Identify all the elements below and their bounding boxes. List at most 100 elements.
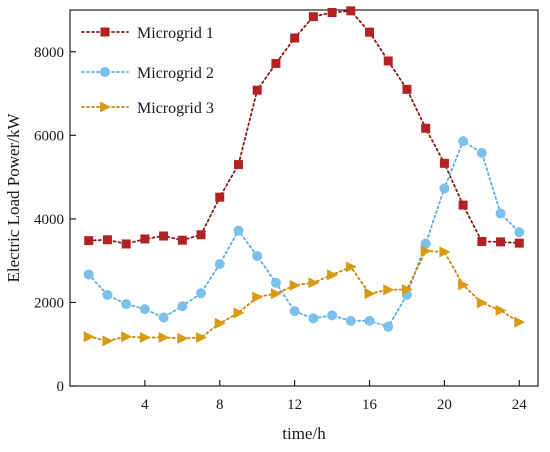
series-3-point	[102, 335, 114, 347]
y-tick-label: 4000	[34, 212, 64, 228]
series-1-point	[327, 8, 337, 18]
series-1-point	[383, 56, 393, 66]
series-2-point	[121, 299, 132, 310]
x-axis-ticks: 4 8 12 16 20 24	[141, 380, 527, 413]
series-3-point	[158, 332, 170, 344]
series-1-point	[84, 236, 94, 246]
x-tick-label: 4	[141, 397, 149, 413]
series-1-point	[365, 27, 375, 37]
series-3-point	[121, 331, 133, 343]
series-1-point	[121, 239, 131, 249]
series-1-point	[196, 230, 206, 240]
legend-label: Microgrid 1	[137, 25, 214, 42]
series-1-point	[496, 237, 506, 247]
legend-item-2: Microgrid 2	[81, 65, 214, 82]
x-axis-title: time/h	[282, 424, 326, 443]
series-1-point	[159, 231, 169, 241]
series-3-point	[139, 332, 151, 344]
series-2-point	[420, 238, 431, 249]
series-1-point	[514, 238, 524, 248]
series-1	[84, 6, 524, 249]
series-3-point	[420, 245, 432, 257]
series-3-point	[495, 304, 507, 316]
series-1-point	[458, 200, 468, 210]
series-2-point	[345, 315, 356, 326]
series-3-point	[439, 246, 451, 258]
series-1-point	[102, 235, 112, 245]
legend-marker	[100, 27, 110, 37]
series-1-point	[215, 192, 225, 202]
series-2-point	[102, 289, 113, 300]
series-1-point	[290, 33, 300, 43]
y-tick-label: 0	[57, 379, 65, 395]
series-3-point	[327, 269, 339, 281]
series-2-point	[289, 306, 300, 317]
series-layer	[83, 6, 526, 347]
legend-marker	[100, 67, 110, 77]
series-2-point	[177, 301, 188, 312]
series-1-point	[439, 158, 449, 168]
legend-item-1: Microgrid 1	[81, 25, 214, 42]
series-1-point	[346, 6, 356, 16]
series-3-point	[401, 283, 413, 295]
series-3	[83, 245, 526, 347]
series-2-point	[233, 225, 244, 236]
x-tick-label: 16	[362, 397, 378, 413]
series-1-point	[308, 12, 318, 22]
x-tick-label: 12	[287, 397, 302, 413]
legend-item-3: Microgrid 3	[81, 100, 214, 117]
series-2-point	[139, 304, 150, 315]
series-2-point	[270, 277, 281, 288]
x-tick-label: 24	[512, 397, 528, 413]
series-3-point	[383, 284, 395, 296]
series-3-point	[458, 279, 470, 291]
legend: Microgrid 1 Microgrid 2 Microgrid 3	[81, 25, 214, 117]
series-2-point	[327, 310, 338, 321]
series-2-point	[364, 315, 375, 326]
series-3-point	[83, 331, 95, 343]
series-1-point	[421, 123, 431, 133]
series-3-point	[364, 288, 376, 300]
series-2-point	[252, 251, 263, 262]
series-2-point	[383, 321, 394, 332]
series-3-point	[270, 288, 282, 300]
series-1-point	[477, 236, 487, 246]
y-axis-ticks: 0 2000 4000 6000 8000	[34, 45, 76, 395]
series-1-point	[271, 58, 281, 68]
y-tick-label: 6000	[34, 128, 64, 144]
series-3-point	[308, 277, 320, 289]
series-2-point	[214, 259, 225, 270]
series-3-point	[476, 297, 488, 309]
series-3-line	[87, 250, 521, 342]
series-2-point	[514, 227, 525, 238]
series-2-point	[495, 208, 506, 219]
series-3-point	[514, 316, 526, 328]
series-1-point	[177, 235, 187, 245]
series-3-point	[177, 332, 189, 344]
y-tick-label: 2000	[34, 295, 64, 311]
series-1-point	[402, 84, 412, 94]
series-2-point	[458, 136, 469, 147]
series-2-point	[83, 269, 94, 280]
series-2-point	[476, 147, 487, 158]
series-2-point	[158, 312, 169, 323]
legend-marker	[100, 101, 111, 113]
series-1-point	[252, 85, 262, 95]
series-3-point	[345, 261, 357, 273]
series-3-point	[252, 291, 264, 303]
legend-label: Microgrid 2	[137, 65, 214, 82]
y-axis-title: Electric Load Power/kW	[4, 113, 23, 283]
series-3-point	[214, 317, 226, 329]
series-2-point	[439, 183, 450, 194]
y-tick-label: 8000	[34, 45, 64, 61]
series-1-point	[233, 160, 243, 170]
series-2-point	[196, 288, 207, 299]
plot-frame	[69, 9, 539, 387]
series-3-point	[196, 332, 208, 344]
series-2	[83, 136, 525, 332]
legend-label: Microgrid 3	[137, 100, 214, 117]
x-tick-label: 20	[437, 397, 452, 413]
series-3-point	[289, 279, 301, 291]
